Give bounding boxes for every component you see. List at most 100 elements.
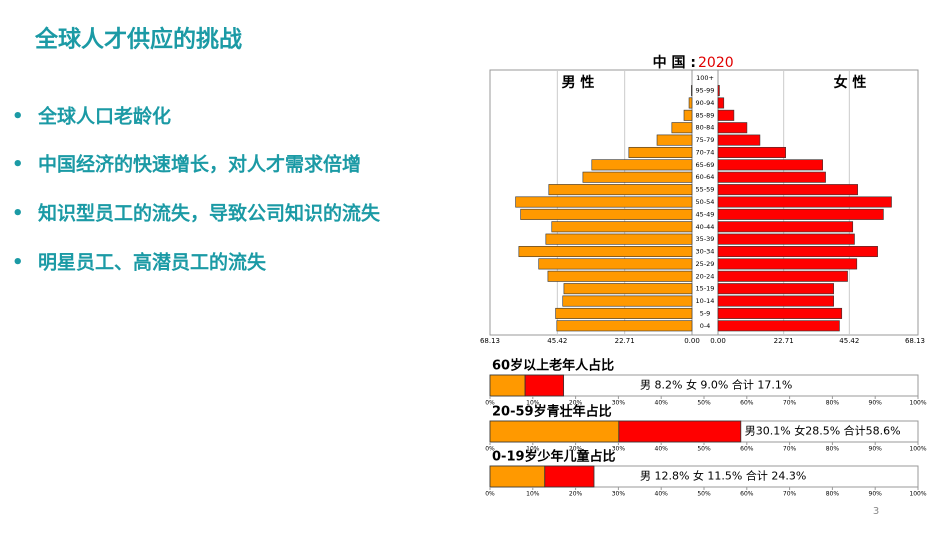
x-tick-label: 40% (655, 400, 669, 407)
bar-female (717, 159, 823, 171)
x-tick-label: 30% (612, 400, 626, 407)
bar-male (515, 196, 693, 208)
x-tick-label: 0.00 (710, 337, 726, 345)
x-tick-label: 60% (740, 446, 754, 453)
chart-subtitle: 2020 (698, 55, 734, 71)
x-tick-label: 20% (569, 491, 583, 498)
bar-segment (544, 465, 595, 488)
age-label: 40-44 (696, 223, 715, 231)
age-column (691, 69, 719, 336)
x-tick-label: 70% (783, 446, 797, 453)
bar-segment (618, 420, 742, 443)
x-tick-label: 40% (655, 446, 669, 453)
bullet-dot: • (12, 154, 24, 175)
bar-annotation: 男 8.2% 女 9.0% 合计 17.1% (640, 378, 792, 392)
x-tick-label: 68.13 (905, 337, 925, 345)
slide-title: 全球人才供应的挑战 (34, 26, 242, 53)
bar-title: 0-19岁少年儿童占比 (492, 449, 616, 465)
bullet: 明星员工、高潜员工的流失 (38, 251, 267, 274)
age-label: 95-99 (696, 87, 715, 95)
x-tick-label: 90% (869, 446, 883, 453)
bar-female (717, 134, 761, 146)
bar-male (671, 122, 693, 134)
bar-female (717, 97, 725, 109)
bar-male (556, 320, 693, 332)
x-tick-label: 22.71 (774, 337, 794, 345)
bullet: 全球人口老龄化 (37, 105, 171, 128)
bar-female (717, 246, 878, 258)
x-tick-label: 80% (826, 446, 840, 453)
x-tick-label: 100% (909, 491, 926, 498)
bullet-dot: • (12, 252, 24, 273)
legend-label: 男 性 (562, 74, 595, 91)
age-label: 30-34 (696, 248, 715, 256)
age-label: 50-54 (696, 198, 715, 206)
bar-male (582, 171, 693, 183)
bar-male (691, 85, 693, 97)
bar-female (717, 122, 748, 134)
bullet: 知识型员工的流失，导致公司知识的流失 (38, 202, 381, 225)
chart-title: 中 国 : (653, 54, 696, 71)
age-label: 10-14 (696, 297, 715, 305)
bar-female (717, 283, 834, 295)
age-label: 15-19 (696, 285, 715, 293)
bar-female (717, 307, 843, 319)
bullet-dot: • (12, 203, 24, 224)
x-tick-label: 45.42 (547, 337, 567, 345)
bar-male (520, 208, 693, 220)
bar-female (717, 233, 855, 245)
age-label: 25-29 (696, 260, 715, 268)
bullet: 中国经济的快速增长，对人才需求倍增 (38, 153, 361, 176)
x-tick-label: 40% (655, 491, 669, 498)
x-tick-label: 100% (909, 446, 926, 453)
bar-female (717, 258, 858, 270)
x-tick-label: 10% (526, 446, 540, 453)
x-tick-label: 50% (697, 400, 711, 407)
bar-annotation: 男30.1% 女28.5% 合计58.6% (745, 424, 901, 438)
x-tick-label: 10% (526, 491, 540, 498)
bar-male (547, 270, 693, 282)
x-tick-label: 20% (569, 400, 583, 407)
bullet-dot: • (12, 106, 24, 127)
bar-female (717, 270, 848, 282)
x-tick-label: 0.00 (684, 337, 700, 345)
bar-segment (524, 374, 565, 397)
page-number: 3 (873, 506, 879, 517)
age-label: 70-74 (696, 148, 715, 156)
bar-female (717, 184, 858, 196)
age-label: 65-69 (696, 161, 715, 169)
x-tick-label: 10% (526, 400, 540, 407)
age-label: 75-79 (696, 136, 715, 144)
bar-male (562, 295, 693, 307)
bar-segment (489, 465, 546, 488)
x-tick-label: 0% (485, 446, 495, 453)
age-label: 5-9 (700, 309, 711, 317)
bar-female (717, 208, 884, 220)
bar-female (717, 196, 892, 208)
x-tick-label: 0% (485, 491, 495, 498)
x-tick-label: 30% (612, 446, 626, 453)
age-label: 90-94 (696, 99, 715, 107)
bar-male (628, 146, 693, 158)
x-tick-label: 80% (826, 400, 840, 407)
bar-female (717, 109, 735, 121)
bar-female (717, 85, 720, 97)
age-label: 80-84 (696, 124, 715, 132)
bar-female (717, 320, 840, 332)
age-label: 0-4 (700, 322, 711, 330)
legend-label: 女 性 (834, 74, 867, 91)
x-tick-label: 60% (740, 400, 754, 407)
bar-female (717, 171, 826, 183)
bar-title: 20-59岁青壮年占比 (492, 404, 612, 420)
bar-male (545, 233, 693, 245)
x-tick-label: 45.42 (839, 337, 859, 345)
bar-female (717, 295, 834, 307)
bar-male (656, 134, 693, 146)
bar-male (688, 97, 693, 109)
age-label: 100+ (696, 74, 714, 82)
bar-segment (489, 420, 620, 443)
age-label: 20-24 (696, 272, 715, 280)
x-tick-label: 70% (783, 491, 797, 498)
bar-annotation: 男 12.8% 女 11.5% 合计 24.3% (640, 469, 806, 483)
